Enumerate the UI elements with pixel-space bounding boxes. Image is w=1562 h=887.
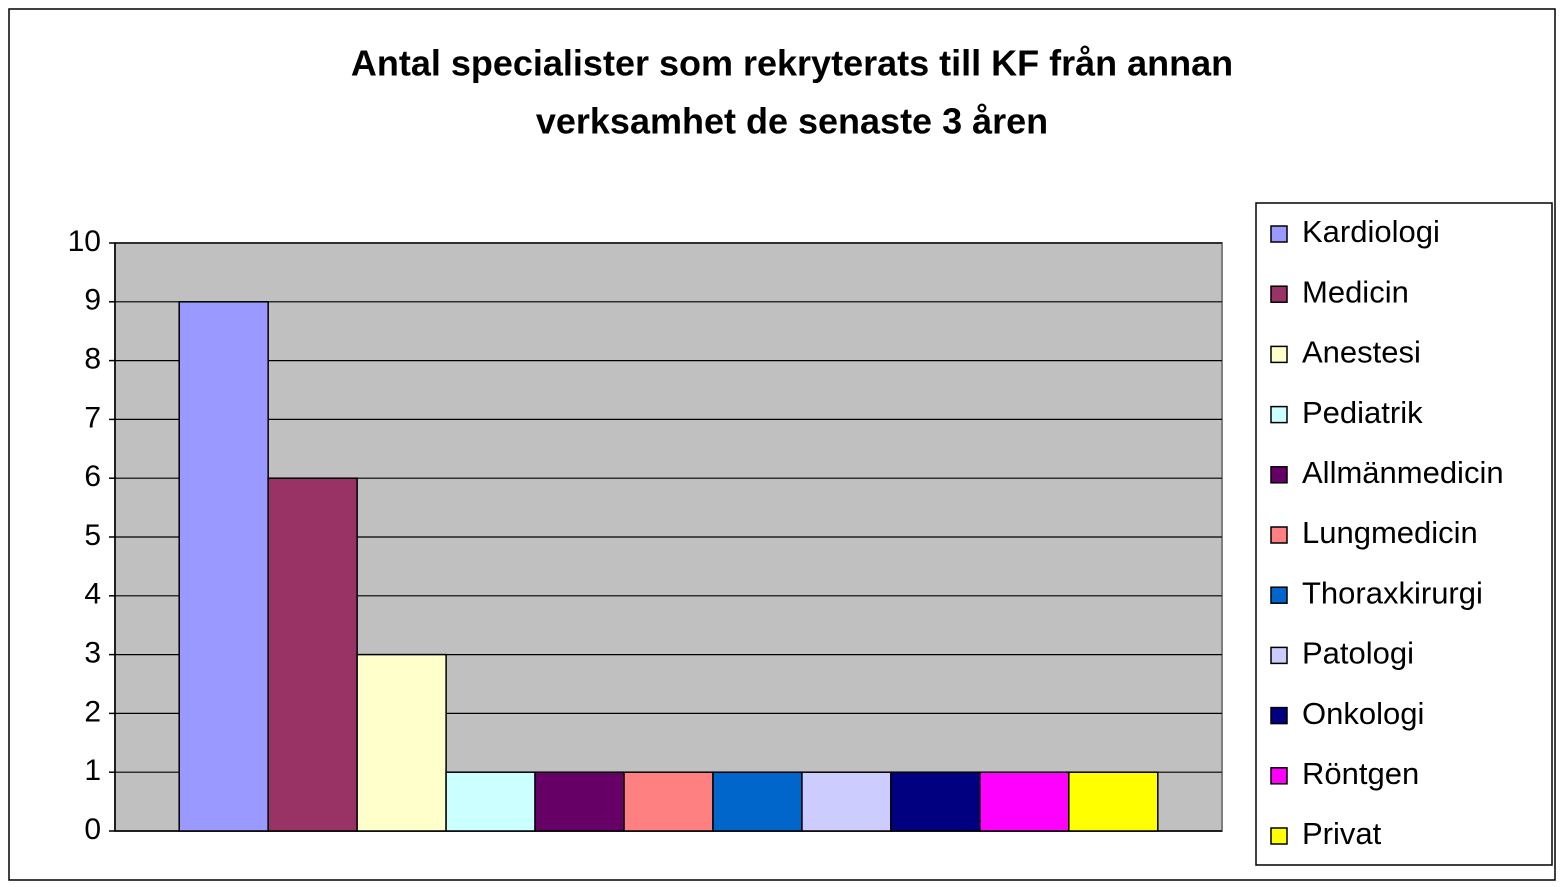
legend-label: Onkologi [1302,696,1424,731]
legend-swatch [1270,225,1288,243]
y-tick-label: 10 [68,225,101,258]
y-tick-label: 7 [84,401,101,434]
legend-swatch [1270,586,1288,604]
y-tick-label: 1 [84,754,101,787]
legend-swatch [1270,345,1288,364]
legend-label: Patologi [1302,636,1414,671]
y-tick-label: 3 [84,637,101,670]
chart-title: Antal specialister som rekryterats till … [351,43,1233,84]
y-tick-label: 6 [84,460,101,493]
legend-swatch [1270,646,1288,665]
legend-swatch [1270,285,1288,303]
legend-swatch [1270,526,1288,544]
legend-box [1255,202,1553,866]
bar [890,771,981,832]
bar [623,771,714,832]
bar [267,477,358,832]
legend-swatch [1270,767,1288,785]
y-tick-label: 5 [84,519,101,552]
bar [445,771,536,832]
legend-swatch [1270,466,1288,484]
bar [1068,771,1159,832]
bar [534,771,625,832]
legend-label: Medicin [1302,274,1409,309]
legend-label: Röntgen [1302,756,1419,791]
bar [712,771,803,832]
y-tick-label: 2 [84,695,101,728]
y-tick-label: 4 [84,578,101,611]
bar [979,771,1070,832]
y-tick-label: 0 [84,813,101,846]
y-tick-label: 8 [84,343,101,376]
y-tick-label: 9 [84,284,101,317]
legend-label: Thoraxkirurgi [1302,575,1483,610]
bar [178,301,269,832]
legend-label: Privat [1302,816,1382,851]
legend-swatch [1270,706,1288,725]
legend-label: Lungmedicin [1302,515,1478,550]
legend-swatch [1270,827,1288,845]
legend-label: Kardiologi [1302,214,1440,249]
chart-title: verksamhet de senaste 3 åren [536,101,1048,142]
bar [356,653,447,832]
legend-label: Pediatrik [1302,395,1423,430]
legend-swatch [1270,405,1288,424]
bar [801,771,892,832]
legend-label: Allmänmedicin [1302,455,1504,490]
legend-label: Anestesi [1302,335,1421,370]
